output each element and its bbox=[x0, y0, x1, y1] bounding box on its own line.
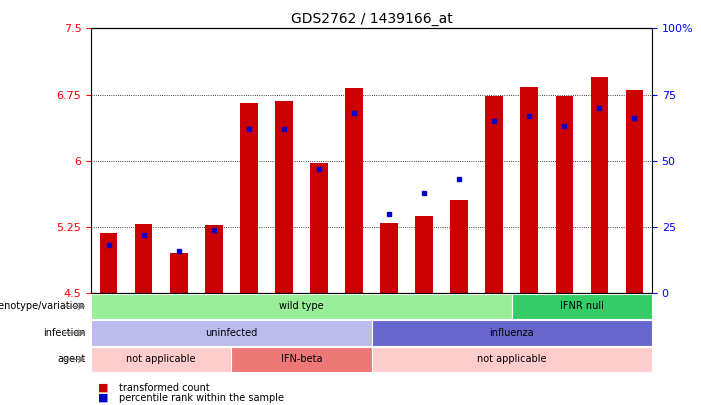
Text: not applicable: not applicable bbox=[477, 354, 547, 364]
Bar bbox=[521, 87, 538, 293]
Text: agent: agent bbox=[57, 354, 86, 364]
Bar bbox=[486, 96, 503, 293]
Text: IFN-beta: IFN-beta bbox=[280, 354, 322, 364]
Bar bbox=[556, 96, 573, 293]
Text: transformed count: transformed count bbox=[119, 383, 210, 393]
Text: infection: infection bbox=[43, 328, 86, 338]
Bar bbox=[346, 88, 363, 293]
FancyBboxPatch shape bbox=[91, 347, 231, 372]
Bar bbox=[311, 162, 328, 293]
FancyBboxPatch shape bbox=[91, 320, 372, 345]
Bar bbox=[591, 77, 608, 293]
Text: wild type: wild type bbox=[279, 301, 324, 311]
Text: IFNR null: IFNR null bbox=[560, 301, 604, 311]
Text: uninfected: uninfected bbox=[205, 328, 257, 338]
Bar bbox=[240, 103, 258, 293]
Bar bbox=[381, 222, 398, 293]
FancyBboxPatch shape bbox=[372, 320, 652, 345]
FancyBboxPatch shape bbox=[372, 347, 652, 372]
FancyBboxPatch shape bbox=[91, 294, 512, 319]
FancyBboxPatch shape bbox=[512, 294, 652, 319]
FancyBboxPatch shape bbox=[231, 347, 372, 372]
Text: percentile rank within the sample: percentile rank within the sample bbox=[119, 393, 284, 403]
Text: influenza: influenza bbox=[489, 328, 534, 338]
Bar bbox=[275, 101, 293, 293]
Bar bbox=[451, 200, 468, 293]
Bar bbox=[135, 224, 153, 293]
Title: GDS2762 / 1439166_at: GDS2762 / 1439166_at bbox=[291, 12, 452, 26]
Bar bbox=[416, 216, 433, 293]
Bar bbox=[100, 233, 118, 293]
Bar bbox=[170, 254, 188, 293]
Text: ■: ■ bbox=[98, 383, 109, 393]
Bar bbox=[626, 90, 644, 293]
Text: ■: ■ bbox=[98, 393, 109, 403]
Text: not applicable: not applicable bbox=[126, 354, 196, 364]
Text: genotype/variation: genotype/variation bbox=[0, 301, 86, 311]
Bar bbox=[205, 225, 223, 293]
